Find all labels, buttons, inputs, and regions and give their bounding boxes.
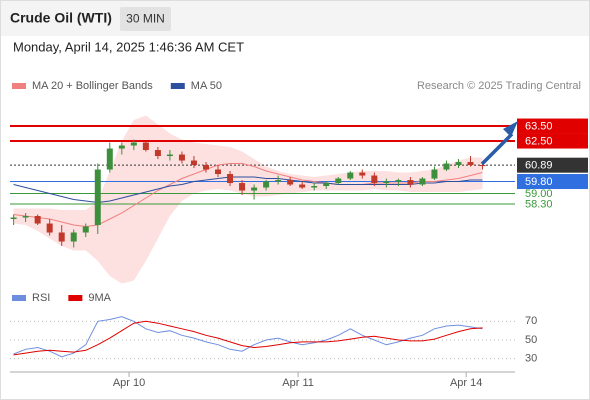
interval-label[interactable]: 30 MIN	[126, 12, 165, 26]
ma-line	[13, 176, 483, 204]
interval-badge[interactable]	[120, 7, 171, 31]
candle-body	[311, 186, 318, 188]
legend-swatch	[12, 295, 26, 301]
level-label: 62.50	[525, 135, 553, 147]
candle-body	[106, 148, 113, 170]
candle-body	[251, 187, 258, 191]
header-bar	[1, 1, 589, 36]
legend-swatch	[170, 83, 185, 89]
level-box	[517, 157, 588, 173]
candle-body	[359, 172, 366, 176]
candle-body	[395, 180, 402, 182]
legend-label: MA 50	[191, 80, 222, 92]
x-tick-label: Apr 10	[113, 377, 145, 389]
level-label: 63.50	[525, 120, 553, 132]
candle-body	[407, 180, 414, 185]
level-label: 59.00	[525, 188, 553, 200]
candle-body	[335, 178, 342, 184]
candle-body	[118, 145, 125, 149]
level-box	[517, 174, 588, 190]
level-label: 58.30	[525, 198, 553, 210]
ma-line	[13, 163, 483, 228]
legend-label: 9MA	[88, 292, 111, 304]
candle-body	[299, 184, 306, 188]
forecast-arrowhead	[503, 121, 518, 137]
candle-body	[142, 142, 149, 151]
plot: MA 20 + Bollinger Bands MA 50 63.50 62.50 60…	[10, 80, 588, 389]
candle-body	[347, 172, 354, 179]
candle-body	[443, 163, 450, 170]
candle-body	[46, 223, 53, 233]
legend-swatch	[68, 295, 83, 301]
candle-body	[130, 142, 137, 146]
candle-body	[467, 162, 474, 166]
x-tick-label: Apr 14	[450, 377, 482, 389]
legend-label: RSI	[32, 292, 50, 304]
legend-swatch	[12, 83, 26, 89]
candle-body	[178, 154, 185, 161]
candle-body	[202, 165, 209, 170]
candle-body	[431, 169, 438, 179]
candle-body	[323, 183, 330, 187]
candle-body	[34, 216, 41, 224]
x-tick-label: Apr 11	[282, 377, 314, 389]
level-label: 60.89	[525, 160, 553, 172]
candle-body	[154, 150, 161, 157]
candle-body	[22, 216, 29, 218]
candle-body	[58, 232, 65, 242]
candle-body	[70, 232, 77, 242]
candle-body	[215, 169, 222, 175]
level-label: 59.80	[525, 176, 553, 188]
candle-body	[263, 181, 270, 188]
candle-body	[479, 165, 486, 167]
y-tick-label: 70	[525, 315, 537, 327]
candle-body	[166, 154, 173, 157]
candle-body	[190, 160, 197, 166]
candle-body	[383, 181, 390, 184]
y-tick-label: 50	[525, 334, 537, 346]
candle-body	[239, 183, 246, 191]
y-tick-label: 30	[525, 353, 537, 365]
candle-body	[227, 174, 234, 184]
level-box	[517, 133, 588, 149]
bollinger-band	[13, 115, 483, 284]
datetime: Monday, April 14, 2025 1:46:36 AM CET	[13, 39, 244, 54]
candle-body	[371, 175, 378, 184]
candle-body	[419, 178, 426, 185]
credit: Research © 2025 Trading Central	[417, 80, 581, 92]
candle-body	[455, 162, 462, 166]
candle-body	[82, 226, 89, 233]
forecast-arrow	[480, 132, 514, 166]
candle-body	[94, 169, 101, 226]
legend-label: MA 20 + Bollinger Bands	[32, 80, 153, 92]
level-box	[517, 118, 588, 134]
candle-body	[10, 217, 17, 220]
rsi-line	[13, 320, 483, 356]
candle-body	[287, 180, 294, 185]
instrument-title: Crude Oil (WTI)	[10, 10, 112, 26]
candle-body	[275, 180, 282, 182]
